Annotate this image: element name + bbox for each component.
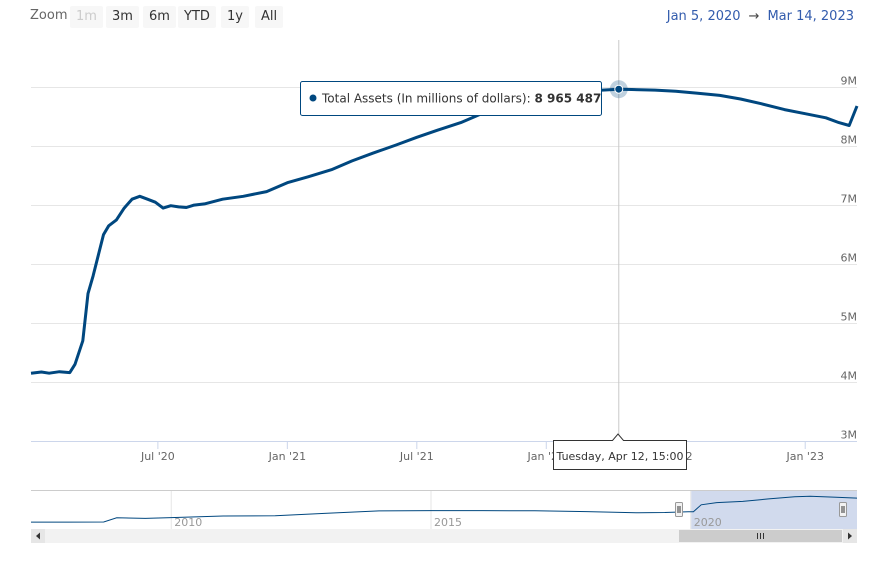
tooltip-series-label: Total Assets (In millions of dollars): <box>321 92 531 106</box>
y-tick-label: 5M <box>841 311 858 324</box>
y-tick-label: 6M <box>841 252 858 265</box>
tooltip-series-marker-icon <box>309 94 317 102</box>
range-from-input[interactable]: Jan 5, 2020 <box>666 9 741 24</box>
scroll-left-arrow-icon[interactable] <box>36 532 40 540</box>
range-to-input[interactable]: Mar 14, 2023 <box>767 9 854 24</box>
range-arrow-icon: → <box>748 9 760 24</box>
svg-text:Total Assets (In millions of d: Total Assets (In millions of dollars): 8… <box>321 92 601 106</box>
y-tick-label: 8M <box>841 134 858 147</box>
date-range: Jan 5, 2020 → Mar 14, 2023 <box>667 9 854 24</box>
date-flag-label: Tuesday, Apr 12, 15:00 <box>556 450 684 463</box>
zoom-ytd-button[interactable]: YTD <box>178 6 216 28</box>
navigator-label: 2020 <box>694 516 722 529</box>
x-tick-label: Jan '23 <box>785 450 823 463</box>
y-tick-label: 9M <box>841 75 858 88</box>
navigator-label: 2015 <box>434 516 462 529</box>
zoom-1y-button[interactable]: 1y <box>221 6 249 28</box>
y-tick-label: 4M <box>841 370 858 383</box>
tooltip-value: 8 965 487 <box>535 92 602 106</box>
y-axis: 3M 4M 5M 6M 7M 8M 9M <box>841 75 858 442</box>
navigator-handle-right[interactable] <box>839 502 847 517</box>
zoom-all-button[interactable]: All <box>255 6 284 28</box>
navigator: 2010 2015 2020 <box>31 490 858 529</box>
x-tick-label: Jul '21 <box>399 450 434 463</box>
x-tick-label: Jan '21 <box>268 450 306 463</box>
scrollbar[interactable] <box>31 529 857 543</box>
zoom-3m-button[interactable]: 3m <box>106 6 139 28</box>
navigator-series-line <box>31 495 858 523</box>
y-tick-label: 3M <box>841 429 858 442</box>
zoom-label: Zoom <box>30 8 68 23</box>
scroll-right-arrow-icon[interactable] <box>848 532 852 540</box>
navigator-label: 2010 <box>174 516 202 529</box>
tooltip: Total Assets (In millions of dollars): 8… <box>300 81 602 116</box>
navigator-gridlines <box>170 491 692 529</box>
zoom-1m-button[interactable]: 1m <box>70 6 103 28</box>
series-line[interactable] <box>30 87 859 375</box>
x-tick-label: Jul '20 <box>140 450 175 463</box>
x-axis-date-flag: Tuesday, Apr 12, 15:00 <box>553 433 687 470</box>
hover-point[interactable] <box>614 84 624 94</box>
y-tick-label: 7M <box>841 193 858 206</box>
zoom-6m-button[interactable]: 6m <box>143 6 176 28</box>
navigator-handle-left[interactable] <box>675 502 683 517</box>
navigator-labels: 2010 2015 2020 <box>174 516 721 529</box>
grid <box>31 87 857 442</box>
